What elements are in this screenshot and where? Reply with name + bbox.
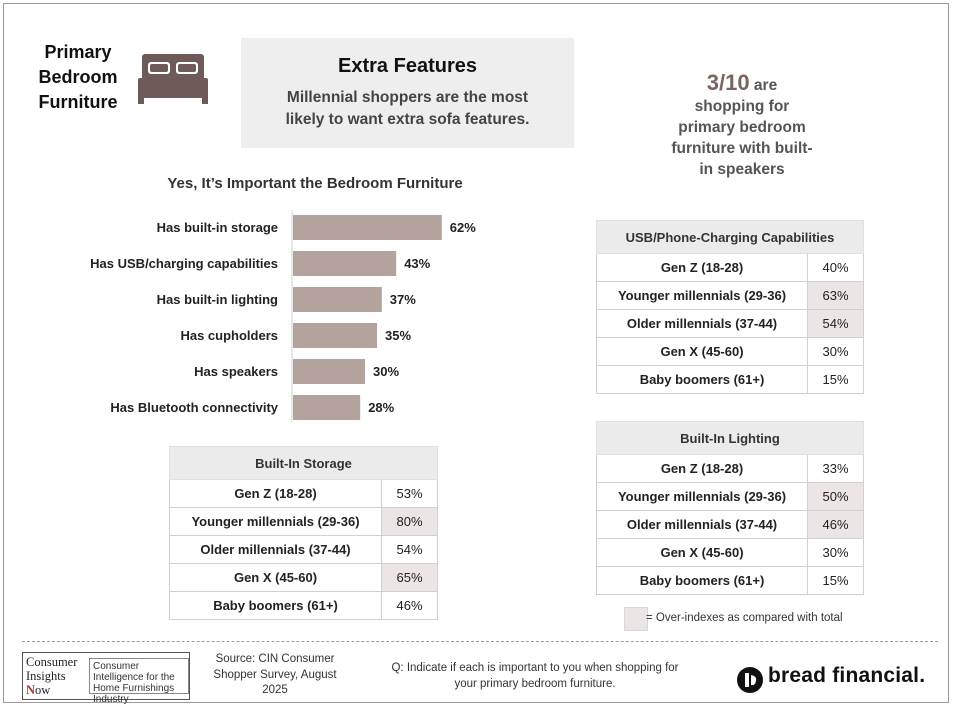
row-value: 54% (381, 535, 438, 564)
chart-title: Yes, It’s Important the Bedroom Furnitur… (167, 175, 463, 192)
table-row: Younger millennials (29-36) 50% (596, 482, 864, 511)
importance-bar-chart: Has built-in storage 62% Has USB/charging … (90, 210, 476, 422)
bread-financial-wordmark: bread financial. (768, 664, 926, 687)
extra-features-subtitle: Millennial shoppers are the most likely … (285, 89, 530, 128)
bar (293, 395, 361, 420)
built-in-lighting-table: Built-In Lighting Gen Z (18-28) 33% Younge… (596, 421, 864, 595)
row-value: 30% (807, 538, 864, 567)
row-value: 50% (807, 482, 864, 511)
table-row: Baby boomers (61+) 15% (596, 365, 864, 394)
row-label: Gen X (45-60) (596, 538, 808, 567)
data-label: 35% (385, 328, 411, 343)
logo-wordmark: Consumer Insights Now (23, 653, 89, 699)
row-value: 46% (381, 591, 438, 620)
callout-number: 3/10 (706, 70, 750, 95)
row-value: 53% (381, 479, 438, 508)
logo-line-2: Insights (26, 669, 66, 683)
speakers-callout: 3/10 are shopping for primary bedroom fu… (642, 72, 842, 180)
logo-line-1: Consumer (26, 655, 78, 669)
data-label: 43% (404, 256, 430, 271)
bar (293, 251, 397, 276)
table-row: Older millennials (37-44) 54% (596, 309, 864, 338)
row-label: Younger millennials (29-36) (596, 281, 808, 310)
slide-frame (3, 3, 949, 703)
table-row: Gen Z (18-28) 53% (169, 479, 438, 508)
table-row: Gen X (45-60) 30% (596, 337, 864, 366)
over-index-legend-text: = Over-indexes as compared with total (646, 612, 843, 624)
row-value: 65% (381, 563, 438, 592)
row-value: 80% (381, 507, 438, 536)
category-label: Has cupholders (180, 328, 278, 343)
data-label: 62% (450, 220, 476, 235)
row-value: 15% (807, 566, 864, 595)
table-title: Built-In Storage (169, 446, 438, 480)
data-label: 37% (390, 292, 416, 307)
row-label: Baby boomers (61+) (596, 566, 808, 595)
row-label: Younger millennials (29-36) (596, 482, 808, 511)
bread-financial-logo-icon (737, 667, 763, 693)
row-label: Younger millennials (29-36) (169, 507, 382, 536)
row-label: Baby boomers (61+) (596, 365, 808, 394)
logo-description: Consumer Intelligence for the Home Furni… (89, 658, 189, 705)
data-label: 28% (368, 400, 394, 415)
extra-features-box: Extra Features Millennial shoppers are t… (241, 38, 574, 148)
logo-line-3-n: N (26, 683, 36, 697)
row-value: 40% (807, 253, 864, 282)
row-label: Older millennials (37-44) (596, 510, 808, 539)
table-row: Baby boomers (61+) 15% (596, 566, 864, 595)
built-in-storage-table: Built-In Storage Gen Z (18-28) 53% Younger… (169, 446, 438, 620)
table-row: Gen X (45-60) 30% (596, 538, 864, 567)
row-label: Gen X (45-60) (596, 337, 808, 366)
bar (293, 359, 365, 384)
survey-question: Q: Indicate if each is important to you … (391, 662, 679, 690)
row-label: Gen Z (18-28) (596, 454, 808, 483)
row-value: 46% (807, 510, 864, 539)
footer-divider (22, 641, 938, 642)
usb-charging-table: USB/Phone-Charging Capabilities Gen Z (1… (596, 220, 864, 394)
table-row: Younger millennials (29-36) 63% (596, 281, 864, 310)
category-label: Has Bluetooth connectivity (110, 400, 278, 415)
table-row: Older millennials (37-44) 54% (169, 535, 438, 564)
section-title: Primary Bedroom Furniture (38, 42, 118, 112)
row-value: 33% (807, 454, 864, 483)
callout-text: shopping for primary bedroom furniture w… (671, 98, 813, 178)
over-index-legend-swatch (624, 607, 648, 631)
table-row: Gen Z (18-28) 33% (596, 454, 864, 483)
row-value: 54% (807, 309, 864, 338)
table-title: Built-In Lighting (596, 421, 864, 455)
table-row: Gen Z (18-28) 40% (596, 253, 864, 282)
row-label: Gen X (45-60) (169, 563, 382, 592)
row-value: 63% (807, 281, 864, 310)
table-row: Gen X (45-60) 65% (169, 563, 438, 592)
callout-text-are: are (753, 77, 778, 94)
bed-icon (138, 54, 208, 104)
data-label: 30% (373, 364, 399, 379)
extra-features-title: Extra Features (338, 55, 477, 77)
source-note: Source: CIN Consumer Shopper Survey, Aug… (213, 653, 337, 696)
row-label: Gen Z (18-28) (169, 479, 382, 508)
row-label: Baby boomers (61+) (169, 591, 382, 620)
category-label: Has USB/charging capabilities (90, 256, 278, 271)
category-label: Has built-in lighting (157, 292, 278, 307)
table-row: Baby boomers (61+) 46% (169, 591, 438, 620)
bar (293, 215, 442, 240)
bar (293, 287, 382, 312)
consumer-insights-now-logo: Consumer Insights Now Consumer Intellige… (22, 652, 190, 705)
category-label: Has built-in storage (157, 220, 278, 235)
row-value: 30% (807, 337, 864, 366)
row-label: Gen Z (18-28) (596, 253, 808, 282)
row-label: Older millennials (37-44) (596, 309, 808, 338)
table-title: USB/Phone-Charging Capabilities (596, 220, 864, 254)
table-row: Older millennials (37-44) 46% (596, 510, 864, 539)
row-label: Older millennials (37-44) (169, 535, 382, 564)
logo-line-3-rest: ow (35, 683, 51, 697)
row-value: 15% (807, 365, 864, 394)
category-label: Has speakers (194, 364, 278, 379)
bar (293, 323, 377, 348)
table-row: Younger millennials (29-36) 80% (169, 507, 438, 536)
